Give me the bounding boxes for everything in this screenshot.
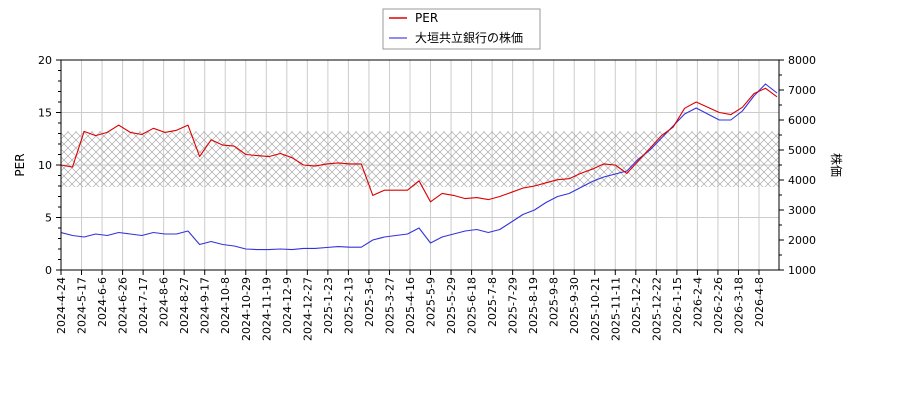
- x-tick-label: 2024-12-9: [281, 277, 294, 334]
- legend-per-label: PER: [415, 11, 438, 25]
- x-tick-label: 2024-8-27: [178, 277, 191, 334]
- left-axis-title: PER: [13, 153, 27, 176]
- x-tick-label: 2025-9-8: [548, 277, 561, 327]
- y2-tick-label: 8000: [788, 54, 816, 67]
- y2-tick-label: 4000: [788, 174, 816, 187]
- series-lines: [61, 83, 778, 251]
- x-tick-label: 2025-6-18: [466, 277, 479, 334]
- y2-tick-label: 3000: [788, 204, 816, 217]
- x-tick-label: 2025-8-19: [527, 277, 540, 334]
- x-tick-label: 2026-2-4: [691, 277, 704, 327]
- x-tick-label: 2024-12-27: [301, 277, 314, 341]
- x-tick-label: 2025-10-21: [589, 277, 602, 341]
- x-tick-label: 2024-7-17: [137, 277, 150, 334]
- x-tick-label: 2025-12-22: [650, 277, 663, 341]
- x-tick-label: 2026-1-15: [671, 277, 684, 334]
- per-line: [61, 87, 778, 203]
- left-axis: 0 5 10 15 20: [38, 54, 61, 277]
- legend-price-label: 大垣共立銀行の株価: [415, 30, 523, 45]
- right-axis-title: 株価: [829, 153, 844, 177]
- y-tick-label: 15: [38, 107, 52, 120]
- x-tick-label: 2025-5-29: [445, 277, 458, 334]
- y-tick-label: 10: [38, 159, 52, 172]
- x-tick-label: 2026-2-26: [712, 277, 725, 334]
- x-tick-label: 2024-6-26: [117, 277, 130, 334]
- x-tick-label: 2025-5-9: [425, 277, 438, 327]
- y-tick-label: 20: [38, 54, 52, 67]
- y2-tick-label: 2000: [788, 234, 816, 247]
- per-reference-band: [61, 131, 779, 188]
- legend-box: [382, 8, 541, 50]
- x-tick-label: 2025-3-6: [363, 277, 376, 327]
- x-tick-label: 2024-4-24: [55, 277, 68, 334]
- x-tick-label: 2024-11-19: [260, 277, 273, 341]
- x-tick-label: 2026-3-18: [732, 277, 745, 334]
- x-tick-label: 2025-9-30: [568, 277, 581, 334]
- x-tick-label: 2024-10-8: [219, 277, 232, 334]
- legend: PER 大垣共立銀行の株価: [382, 8, 541, 50]
- x-tick-label: 2025-1-23: [322, 277, 335, 334]
- x-tick-label: 2025-4-16: [404, 277, 417, 334]
- x-tick-label: 2024-9-17: [199, 277, 212, 334]
- y-tick-label: 0: [45, 264, 52, 277]
- x-tick-label: 2024-6-6: [96, 277, 109, 327]
- y2-tick-label: 7000: [788, 84, 816, 97]
- x-tick-label: 2024-5-17: [76, 277, 89, 334]
- y2-tick-label: 1000: [788, 264, 816, 277]
- x-tick-label: 2026-4-8: [753, 277, 766, 327]
- price-line: [61, 83, 778, 251]
- y2-tick-label: 6000: [788, 114, 816, 127]
- x-tick-label: 2025-11-11: [609, 277, 622, 341]
- y2-tick-label: 5000: [788, 144, 816, 157]
- x-tick-label: 2024-10-29: [240, 277, 253, 341]
- x-tick-label: 2025-12-2: [630, 277, 643, 334]
- y-tick-label: 5: [45, 212, 52, 225]
- x-tick-label: 2025-7-8: [486, 277, 499, 327]
- right-axis: 1000 2000 3000 4000 5000 6000 7000 8000: [779, 54, 816, 277]
- x-tick-label: 2024-8-6: [158, 277, 171, 327]
- x-tick-label: 2025-7-29: [507, 277, 520, 334]
- x-axis: 2024-4-24 2024-5-17 2024-6-6 2024-6-26 2024-…: [55, 270, 766, 341]
- x-tick-label: 2025-3-27: [383, 277, 396, 334]
- x-tick-label: 2025-2-13: [342, 277, 355, 334]
